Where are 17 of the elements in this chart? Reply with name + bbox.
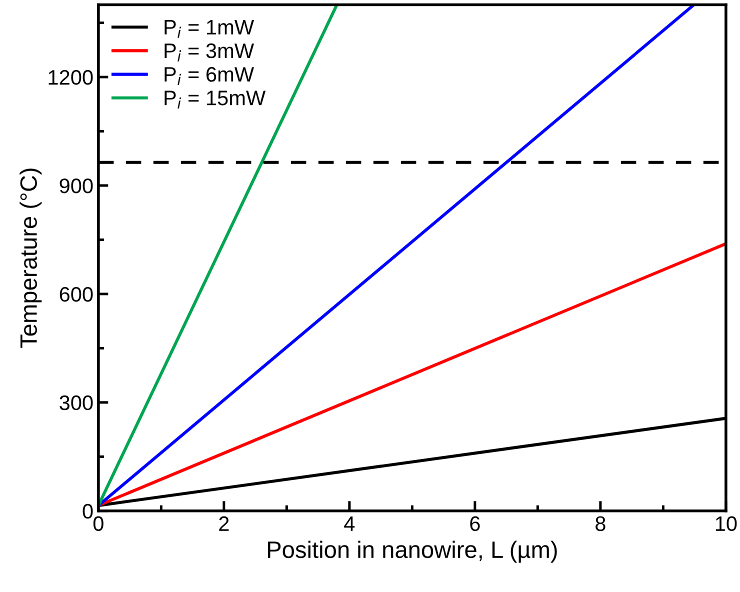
x-tick-label: 0 xyxy=(93,516,104,532)
legend-label: P$_{i}$ = 15mW xyxy=(164,90,266,109)
y-tick-label: 0 xyxy=(82,504,93,519)
y-axis-title: Temperature (°C) xyxy=(20,168,42,348)
legend-label: P$_{i}$ = 6mW xyxy=(164,67,254,85)
legend-label: P$_{i}$ = 3mW xyxy=(164,43,254,62)
x-tick-label: 2 xyxy=(219,516,229,531)
x-tick-label: 10 xyxy=(716,516,737,532)
x-tick-label: 4 xyxy=(344,516,355,531)
y-tick-label: 300 xyxy=(60,395,93,410)
y-tick-label: 900 xyxy=(60,178,93,194)
x-tick-label: 6 xyxy=(470,516,480,532)
y-tick-label: 600 xyxy=(60,286,93,302)
y-tick-label: 1200 xyxy=(48,70,93,85)
x-axis-title: Position in nanowire, L (µm) xyxy=(268,540,557,563)
legend-label: P$_{i}$ = 1mW xyxy=(164,20,254,38)
x-tick-label: 8 xyxy=(596,516,606,532)
